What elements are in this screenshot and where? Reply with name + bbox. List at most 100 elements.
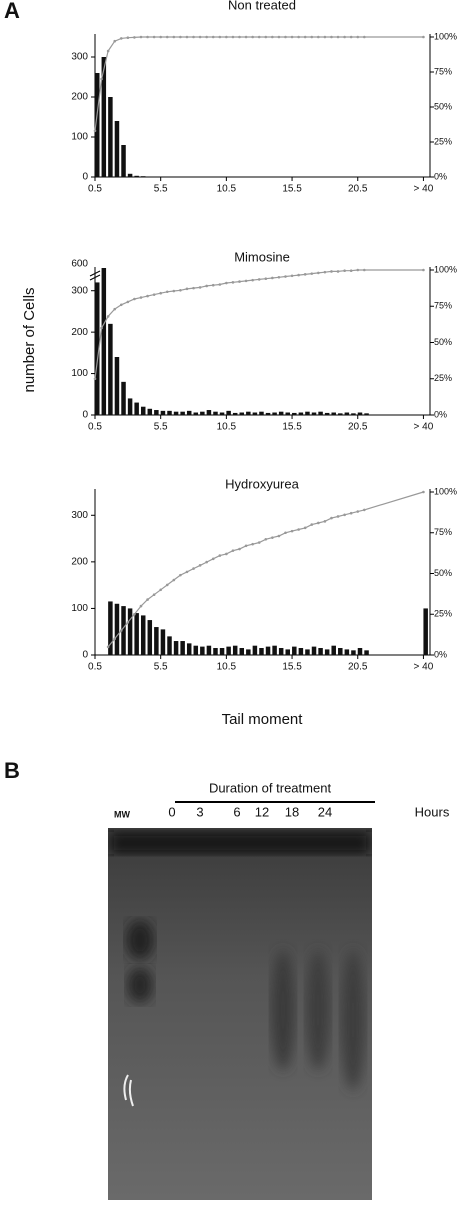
line-point <box>317 35 320 39</box>
y-tick-label: 300 <box>71 510 88 521</box>
bar <box>311 412 317 415</box>
bar <box>265 646 271 655</box>
cumulative-line <box>107 491 424 648</box>
bar <box>351 650 356 655</box>
line-point <box>356 35 360 39</box>
bar <box>140 406 146 415</box>
line-point <box>277 534 281 538</box>
y2-tick-label: 25% <box>434 136 452 146</box>
y2-tick-label: 50% <box>434 101 452 111</box>
bar <box>95 282 100 415</box>
line-point <box>218 283 222 286</box>
x-tick-label: 20.5 <box>348 184 368 195</box>
y-tick-label: 100 <box>71 368 88 379</box>
lane-label: MW <box>114 809 130 819</box>
lane-label: 3 <box>196 804 203 819</box>
line-point <box>133 612 136 616</box>
bar <box>180 641 185 655</box>
line-point <box>211 283 215 287</box>
line-point <box>119 37 123 40</box>
line-point <box>290 274 294 278</box>
x-tick-label: 5.5 <box>154 422 168 433</box>
line-point <box>349 511 353 515</box>
panel-label: A <box>4 0 20 23</box>
y2-tick-label: 75% <box>434 301 452 311</box>
plot <box>95 57 146 177</box>
plot <box>108 601 428 655</box>
line-point <box>100 326 103 330</box>
x-tick-label: 0.5 <box>88 184 102 195</box>
line-point <box>106 315 110 318</box>
bar <box>213 648 218 655</box>
bar <box>206 410 212 415</box>
x-tick-label: 5.5 <box>154 662 168 673</box>
y-tick-label: 100 <box>71 603 88 614</box>
bar <box>193 645 199 655</box>
line-point <box>133 36 136 39</box>
line-point <box>257 541 261 544</box>
x-tick-label: 10.5 <box>217 422 237 433</box>
bar <box>285 412 290 415</box>
line-point <box>323 520 327 523</box>
line-point <box>165 35 169 39</box>
line-point <box>179 573 182 577</box>
bar <box>252 412 258 415</box>
bar <box>344 412 350 415</box>
bar <box>121 145 126 177</box>
line-point <box>330 516 333 520</box>
bar <box>101 57 107 177</box>
line-point <box>330 35 333 39</box>
y2-tick-label: 0% <box>434 649 447 659</box>
bar <box>160 410 166 415</box>
line-point <box>192 567 195 570</box>
bar <box>108 97 113 177</box>
gel-title: Duration of treatment <box>209 780 332 795</box>
line-point <box>165 290 169 294</box>
bar <box>311 646 317 655</box>
line-point <box>100 77 103 81</box>
bar <box>108 323 113 415</box>
line-point <box>113 637 117 640</box>
bar <box>140 615 146 655</box>
line-point <box>303 273 307 276</box>
line-point <box>198 286 202 289</box>
y-tick-label: 0 <box>82 650 88 661</box>
line-point <box>238 280 241 283</box>
bar <box>259 648 264 655</box>
bar <box>338 413 343 415</box>
line-point <box>356 510 360 513</box>
bar <box>292 412 297 415</box>
bar <box>324 649 330 655</box>
line-point <box>238 35 241 39</box>
line-point <box>198 35 202 39</box>
line-point <box>297 35 300 39</box>
line-point <box>231 549 235 552</box>
x-tick-label: 15.5 <box>282 184 302 195</box>
bar <box>114 603 120 655</box>
y-tick-label: 0 <box>82 172 88 183</box>
bar <box>173 641 179 655</box>
line-point <box>323 35 327 39</box>
bar <box>147 408 153 415</box>
bar <box>154 627 159 655</box>
bar <box>232 645 238 655</box>
bar <box>338 648 343 655</box>
x-tick-label: 10.5 <box>217 184 237 195</box>
bar <box>239 648 245 655</box>
plot <box>95 268 369 415</box>
line-point <box>271 276 274 280</box>
y2-tick-label: 75% <box>434 66 452 76</box>
bar <box>226 410 231 415</box>
line-point <box>363 35 366 39</box>
line-point <box>343 35 346 39</box>
y-tick-label: 0 <box>82 410 88 421</box>
line-point <box>343 269 346 273</box>
bar <box>95 73 100 177</box>
bar <box>114 357 120 415</box>
bar <box>200 411 205 415</box>
bar <box>134 613 139 655</box>
line-point <box>257 35 261 39</box>
bar <box>226 646 231 655</box>
y-axis-label: number of Cells <box>21 287 38 392</box>
line-point <box>205 560 208 564</box>
